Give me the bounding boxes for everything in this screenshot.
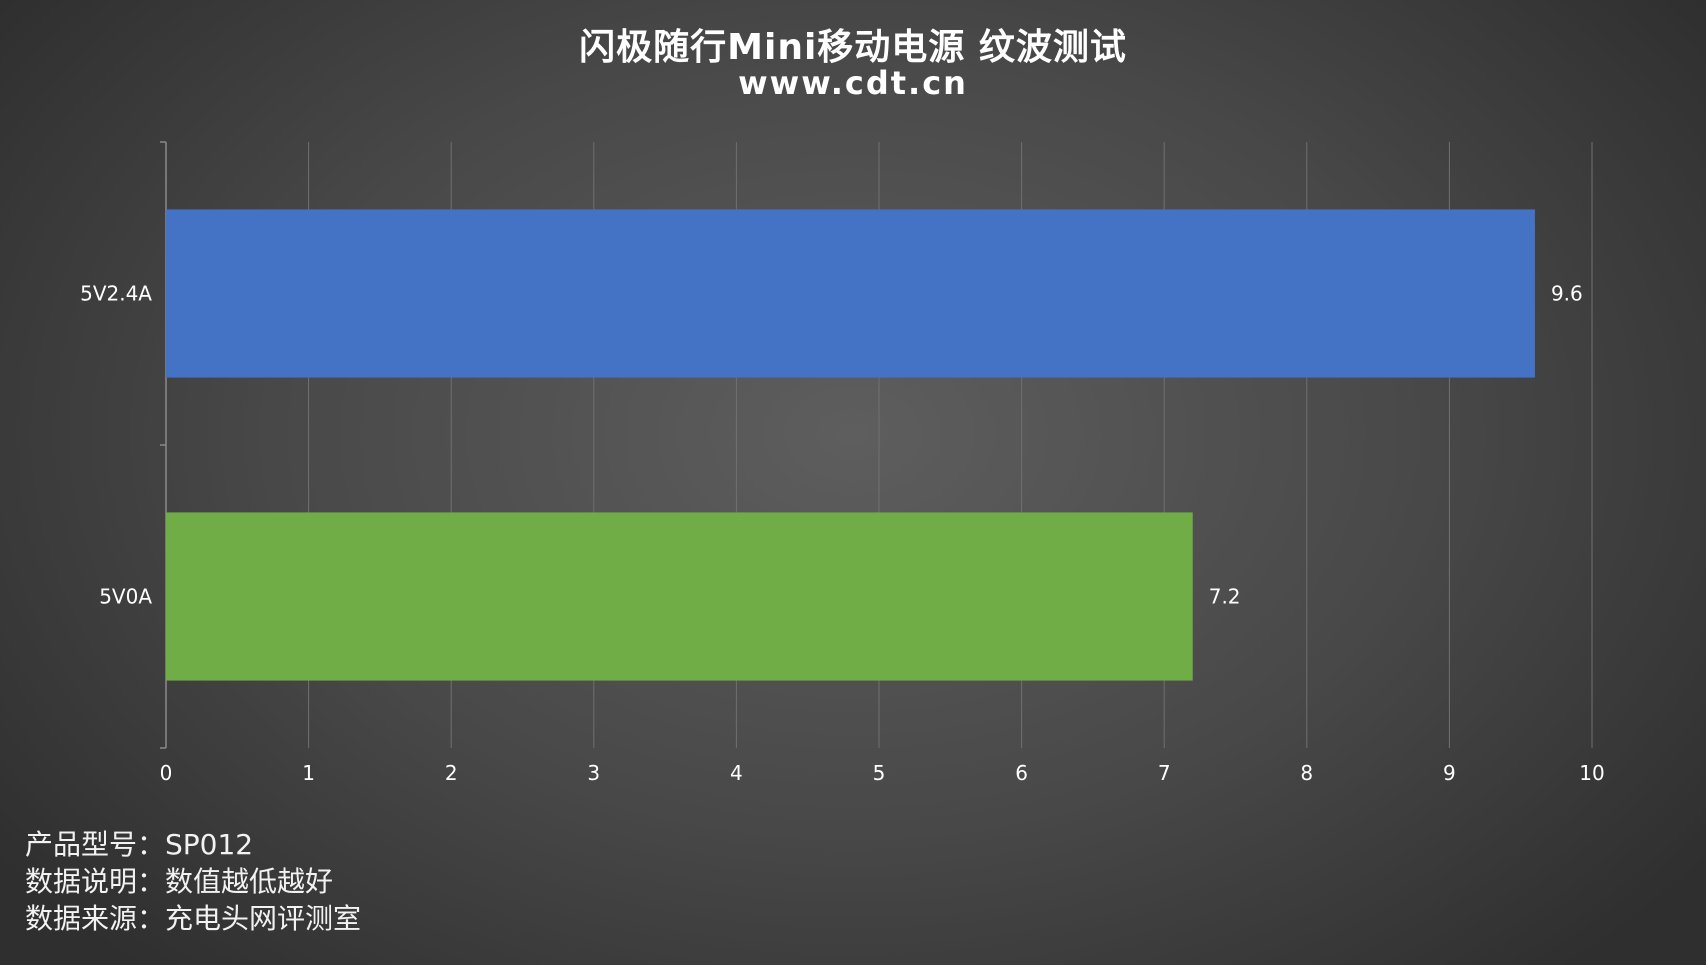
x-tick-label: 6 (1015, 761, 1028, 785)
bar (166, 209, 1535, 378)
data-source-note: 数据来源：充电头网评测室 (25, 902, 362, 935)
product-model-note: 产品型号：SP012 (25, 828, 254, 861)
chart-subtitle: www.cdt.cn (738, 64, 968, 102)
bar (166, 512, 1193, 681)
x-tick-label: 2 (445, 761, 458, 785)
x-tick-label: 0 (160, 761, 173, 785)
x-tick-label: 5 (873, 761, 886, 785)
x-tick-label: 9 (1443, 761, 1456, 785)
x-tick-label: 8 (1300, 761, 1313, 785)
x-tick-label: 3 (587, 761, 600, 785)
y-tick-label: 5V0A (99, 585, 152, 609)
data-label: 9.6 (1551, 282, 1583, 306)
x-tick-label: 7 (1158, 761, 1171, 785)
x-tick-label: 1 (302, 761, 315, 785)
y-tick-label: 5V2.4A (80, 282, 152, 306)
data-explanation-note: 数据说明：数值越低越好 (25, 865, 334, 898)
chart-title: 闪极随行Mini移动电源 纹波测试 (579, 27, 1127, 68)
x-tick-label: 10 (1579, 761, 1604, 785)
chart-notes: 产品型号：SP012 数据说明：数值越低越好 数据来源：充电头网评测室 (25, 826, 361, 937)
x-tick-label: 4 (730, 761, 743, 785)
data-label: 7.2 (1209, 585, 1241, 609)
